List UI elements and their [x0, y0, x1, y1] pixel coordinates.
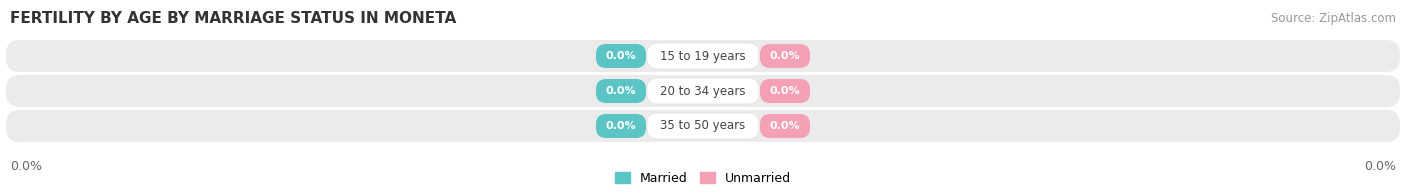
FancyBboxPatch shape [647, 78, 759, 104]
FancyBboxPatch shape [761, 79, 810, 103]
Text: 0.0%: 0.0% [1364, 160, 1396, 172]
FancyBboxPatch shape [596, 44, 645, 68]
FancyBboxPatch shape [761, 114, 810, 138]
FancyBboxPatch shape [6, 75, 1400, 107]
Text: Source: ZipAtlas.com: Source: ZipAtlas.com [1271, 12, 1396, 24]
FancyBboxPatch shape [596, 114, 645, 138]
FancyBboxPatch shape [596, 79, 645, 103]
Text: 0.0%: 0.0% [606, 86, 637, 96]
Text: 15 to 19 years: 15 to 19 years [661, 50, 745, 63]
Text: 0.0%: 0.0% [769, 86, 800, 96]
Text: 20 to 34 years: 20 to 34 years [661, 84, 745, 97]
Legend: Married, Unmarried: Married, Unmarried [610, 167, 796, 190]
FancyBboxPatch shape [647, 113, 759, 139]
Text: 0.0%: 0.0% [606, 121, 637, 131]
Text: 0.0%: 0.0% [10, 160, 42, 172]
FancyBboxPatch shape [6, 110, 1400, 142]
Text: 0.0%: 0.0% [769, 121, 800, 131]
Text: FERTILITY BY AGE BY MARRIAGE STATUS IN MONETA: FERTILITY BY AGE BY MARRIAGE STATUS IN M… [10, 11, 457, 25]
Text: 0.0%: 0.0% [769, 51, 800, 61]
FancyBboxPatch shape [761, 44, 810, 68]
Text: 0.0%: 0.0% [606, 51, 637, 61]
Text: 35 to 50 years: 35 to 50 years [661, 120, 745, 132]
FancyBboxPatch shape [6, 40, 1400, 72]
FancyBboxPatch shape [647, 43, 759, 69]
